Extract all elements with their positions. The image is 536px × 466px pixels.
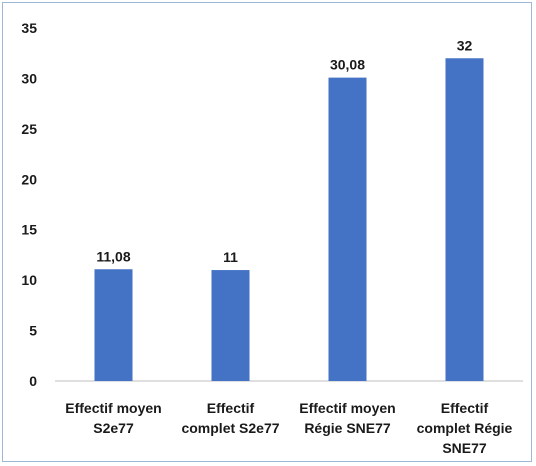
data-label: 30,08: [330, 57, 365, 73]
category-label-line: Effectif: [207, 400, 255, 416]
y-tick-label: 0: [29, 373, 37, 389]
category-label: Effectif moyen S2e77: [65, 400, 161, 436]
data-label: 32: [457, 37, 473, 53]
y-tick-label: 35: [21, 20, 37, 36]
data-label: 11: [223, 249, 238, 265]
category-label: Effectif complet Régie SNE77: [417, 400, 513, 456]
y-tick-label: 15: [21, 222, 37, 238]
category-label-line: S2e77: [93, 420, 134, 436]
bar: [94, 269, 133, 381]
y-tick-label: 30: [21, 70, 37, 86]
category-label-line: SNE77: [442, 440, 487, 456]
chart-frame: 0 5 10 15 20 25 30 35 11,08 11 30,08 32 Effectif m…: [2, 2, 532, 462]
data-label: 11,08: [96, 248, 130, 264]
category-label-line: Effectif moyen: [65, 400, 161, 416]
category-label-line: Effectif moyen: [299, 400, 395, 416]
bar: [211, 270, 250, 381]
y-axis-ticks: 0 5 10 15 20 25 30 35: [21, 20, 37, 389]
category-label: Effectif moyen Régie SNE77: [299, 400, 395, 436]
bar-chart: 0 5 10 15 20 25 30 35 11,08 11 30,08 32 Effectif m…: [21, 20, 523, 456]
y-tick-label: 20: [21, 171, 37, 187]
bar: [328, 77, 367, 382]
category-label: Effectif complet S2e77: [181, 400, 279, 436]
category-labels: Effectif moyen S2e77 Effectif complet S2e77…: [65, 400, 512, 456]
bar: [445, 58, 484, 381]
data-labels: 11,08 11 30,08 32: [96, 37, 472, 265]
y-tick-label: 10: [21, 272, 37, 288]
category-label-line: Régie SNE77: [304, 420, 391, 436]
bars: [94, 58, 484, 382]
category-label-line: Effectif: [441, 400, 489, 416]
category-label-line: complet S2e77: [181, 420, 279, 436]
category-label-line: complet Régie: [417, 420, 513, 436]
y-tick-label: 25: [21, 121, 37, 137]
y-tick-label: 5: [29, 323, 37, 339]
